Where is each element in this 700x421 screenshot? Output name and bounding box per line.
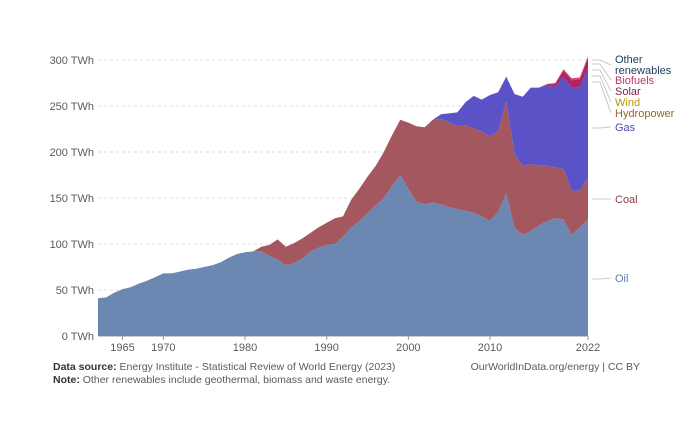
legend-label-solar: Solar [615,86,641,98]
x-tick-label: 2000 [396,342,420,354]
credit-link[interactable]: OurWorldInData.org/energy | CC BY [470,361,640,373]
area-oil [98,175,588,336]
x-tick-label: 2010 [478,342,502,354]
note-text: Other renewables include geothermal, bio… [82,374,391,386]
y-tick-label: 0 TWh [62,331,94,343]
note-line: Note: Other renewables include geotherma… [53,374,390,386]
legend-connector-gas [592,126,612,129]
legend-connector-solar [592,69,612,92]
legend-label-biofuels: Biofuels [615,75,655,87]
x-tick-label: 2022 [576,342,600,354]
y-tick-label: 150 TWh [50,193,94,205]
y-tick-label: 100 TWh [50,239,94,251]
legend-label-hydropower: Hydropower [615,108,675,120]
note-label: Note: [53,374,80,386]
legend-connector-oil [592,277,612,280]
y-tick-label: 250 TWh [50,101,94,113]
legend-label-other-renewables: Other renewables [615,54,672,77]
data-source-line: Data source: Energy Institute - Statisti… [53,361,395,373]
legend-label-gas: Gas [615,122,636,134]
area-gas [98,67,588,299]
x-tick-label: 1970 [151,342,175,354]
x-tick-label: 1965 [110,342,134,354]
data-source-text: Energy Institute - Statistical Review of… [119,361,396,373]
legend-connector-wind [592,75,612,103]
y-tick-label: 300 TWh [50,55,94,67]
legend-label-coal: Coal [615,194,638,206]
legend-connector-other-renewables [592,59,612,66]
x-tick-label: 1990 [314,342,338,354]
y-tick-label: 200 TWh [50,147,94,159]
legend-label-wind: Wind [615,97,640,109]
area-coal [98,101,588,299]
legend-connector-hydropower [592,81,612,114]
data-source-label: Data source: [53,361,117,373]
y-tick-label: 50 TWh [56,285,94,297]
legend-label-oil: Oil [615,273,628,285]
legend-connector-biofuels [592,63,612,81]
x-tick-label: 1980 [233,342,257,354]
